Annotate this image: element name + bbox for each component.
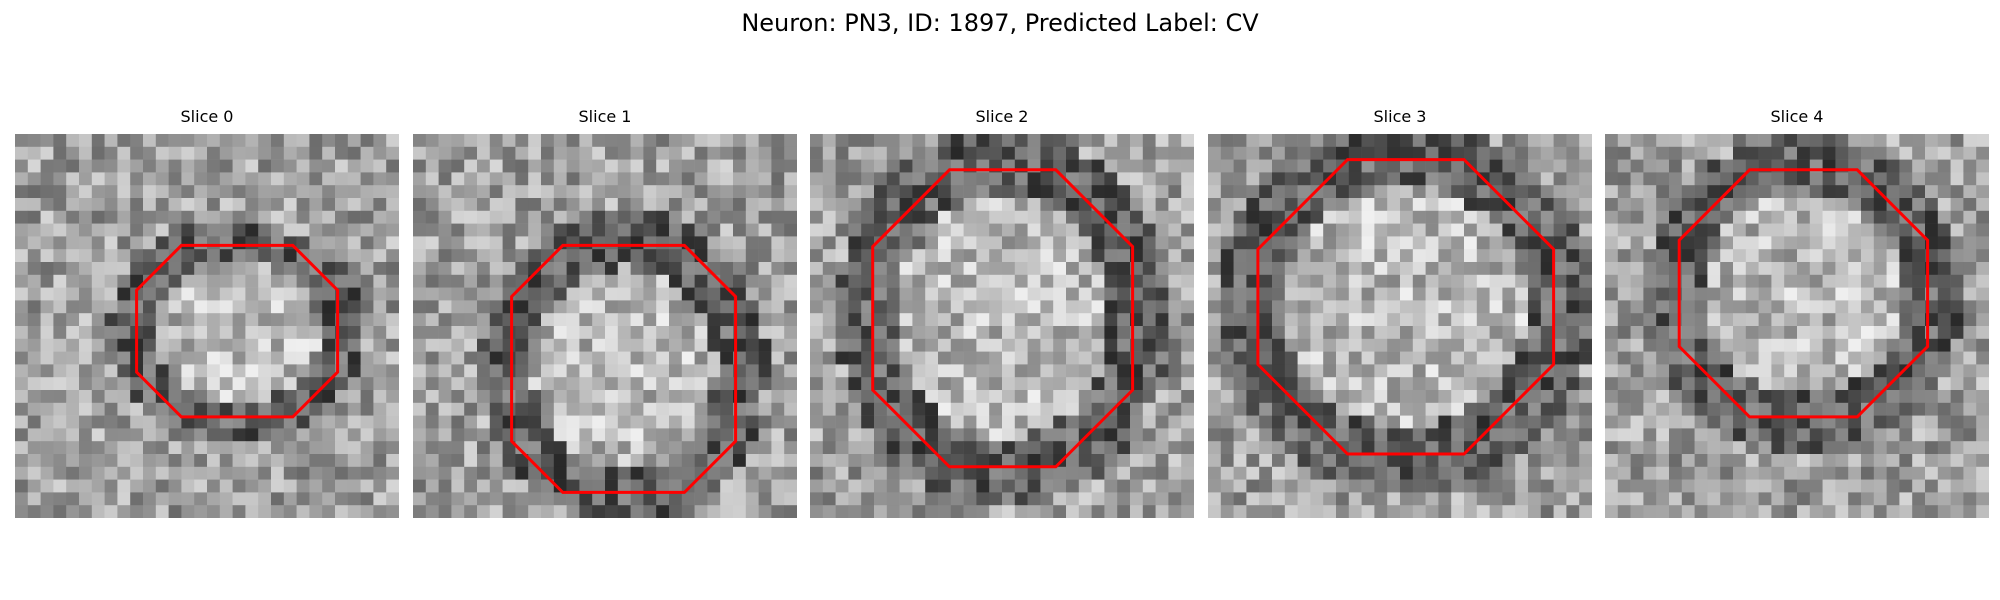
pixel-grid [810,134,1194,518]
slice-title: Slice 2 [975,107,1029,126]
contour-outline [871,168,1135,469]
contour-outline [510,243,738,494]
figure-title: Neuron: PN3, ID: 1897, Predicted Label: … [741,9,1259,37]
slice-image [1208,134,1592,518]
contour-outline [135,243,340,419]
slice-image [413,134,797,518]
slice-image [810,134,1194,518]
slice-image [15,134,399,518]
slice-title: Slice 3 [1373,107,1427,126]
contour-outline [1256,158,1556,456]
slice-image [1605,134,1989,518]
pixel-grid [413,134,797,518]
slice-title: Slice 1 [578,107,632,126]
pixel-grid [1208,134,1592,518]
contour-outline [1677,168,1930,419]
pixel-grid [1605,134,1989,518]
slice-title: Slice 0 [180,107,234,126]
pixel-grid [15,134,399,518]
slice-title: Slice 4 [1770,107,1824,126]
